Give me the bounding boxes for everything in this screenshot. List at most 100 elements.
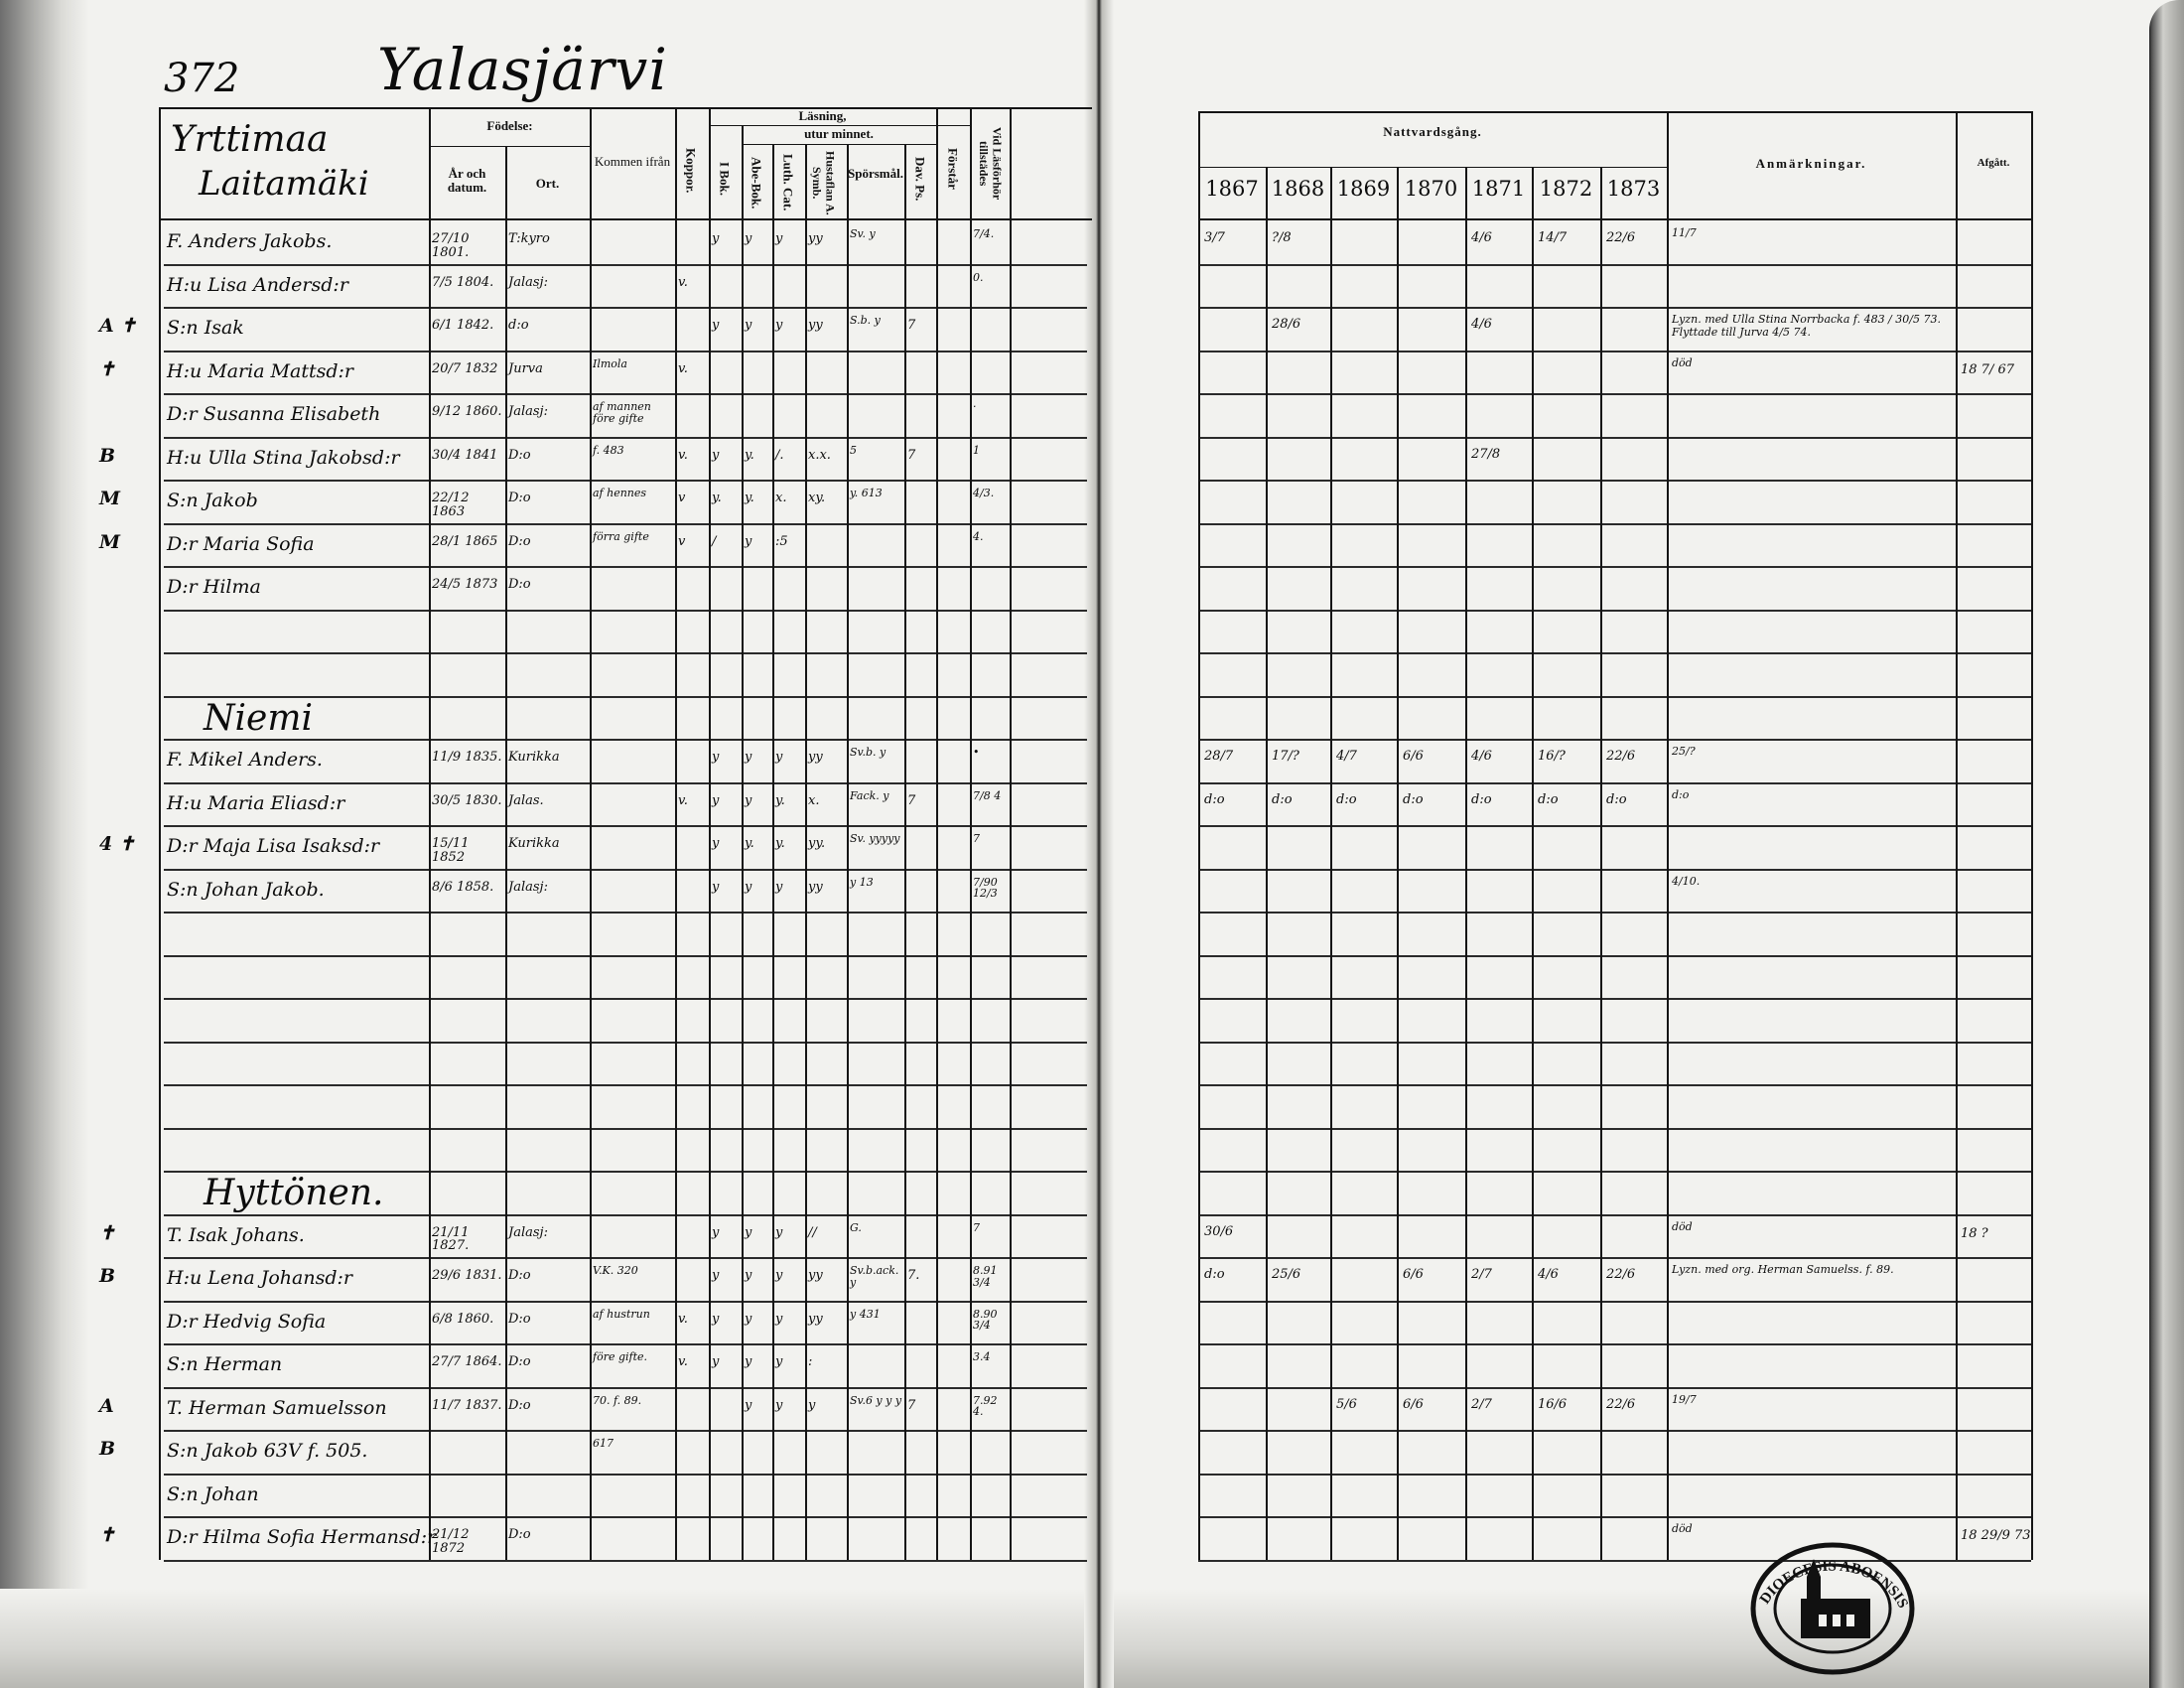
departed-cell: 18 ? (1961, 1225, 1988, 1241)
cell-birth: 11/9 1835. (432, 750, 502, 765)
cell-birth: 27/10 1801. (432, 231, 470, 260)
row-line (1198, 522, 2031, 525)
margin-mark: M (99, 530, 121, 553)
cell-lasf: · (973, 400, 977, 413)
cell-birth: 22/12 1863 (432, 491, 470, 519)
cell-hust: yy. (808, 836, 826, 851)
farm-title-1: Yrttimaa (171, 119, 329, 160)
cell-birth: 20/7 1832 (432, 360, 498, 376)
cell-lasf: 0. (973, 270, 984, 284)
cell-from: V.K. 320 (593, 1264, 638, 1277)
header-by-heart: utur minnet. (804, 126, 874, 141)
row-line (164, 652, 1087, 654)
remarks-cell: 11/7 (1672, 226, 1697, 239)
cell-hust: yy (808, 750, 823, 765)
diocese-seal-stamp: DIOECESIS ABOENSIS (1750, 1542, 1915, 1675)
margin-mark: ✝ (99, 1221, 115, 1244)
cell-hust: // (808, 1224, 817, 1240)
cell-lasf: 7/90 12/3 (973, 875, 998, 901)
margin-mark: 4 ✝ (99, 833, 135, 855)
communion-date: 16/6 (1538, 1396, 1568, 1412)
cell-from: 617 (593, 1437, 614, 1450)
cell-abe: y. (745, 836, 754, 851)
cell-birth: 28/1 1865 (432, 533, 498, 549)
cell-koppor: v (678, 533, 686, 549)
communion-date: 30/6 (1204, 1223, 1234, 1239)
section-title-niemi: Niemi (204, 697, 313, 739)
cell-abe: y (745, 879, 752, 895)
header-at-exam: Vid Läsförhör tillstädes (977, 126, 1005, 201)
row-line (1198, 1300, 2031, 1303)
column-line (904, 144, 906, 1560)
person-name: H:u Ulla Stina Jakobsd:r (167, 446, 400, 469)
row-line (1198, 1171, 2031, 1173)
margin-mark: A ✝ (99, 315, 137, 337)
communion-date: d:o (1538, 791, 1559, 807)
row-line (1198, 1473, 2031, 1476)
cell-place: D:o (508, 1354, 531, 1369)
column-line (742, 125, 744, 1560)
cell-from: af hennes (593, 487, 647, 499)
communion-date: d:o (1403, 791, 1424, 807)
person-name: S:n Jakob (167, 490, 258, 511)
row-line (164, 393, 1087, 395)
row-line (164, 954, 1087, 957)
row-line (1198, 350, 2031, 352)
cell-place: T:kyro (508, 231, 550, 246)
cell-ibok: y (712, 792, 720, 808)
row-line (164, 1171, 1087, 1173)
row-line (164, 1300, 1087, 1303)
cell-hust: yy (808, 231, 823, 246)
communion-date: 4/7 (1336, 749, 1357, 764)
column-line (1266, 167, 1268, 1560)
cell-lasf: 7/4. (973, 227, 995, 240)
person-name: H:u Lena Johansd:r (167, 1267, 352, 1289)
cell-birth: 15/11 1852 (432, 836, 470, 865)
cell-abe: y (745, 1311, 752, 1327)
column-line (1010, 107, 1012, 1560)
cell-dav: 7 (907, 447, 916, 463)
row-line (1198, 1386, 2031, 1389)
column-line (970, 107, 972, 1560)
row-line (1198, 695, 2031, 698)
cell-hust: : (808, 1354, 813, 1369)
header-year: 1871 (1471, 177, 1526, 201)
cell-luth: y (775, 750, 783, 765)
communion-date: d:o (1204, 791, 1225, 807)
remarks-cell: d:o (1672, 787, 1690, 801)
cell-place: Jalasj: (508, 274, 548, 290)
column-line (2031, 111, 2033, 1560)
cell-dav: 7 (907, 318, 916, 333)
column-line (1397, 167, 1399, 1560)
column-line (709, 107, 711, 1560)
cell-abe: y (745, 792, 752, 808)
row-line (164, 1257, 1087, 1259)
cell-ibok: y (712, 447, 720, 463)
cell-spors: 5 (850, 443, 857, 457)
cell-abe: y (745, 1354, 752, 1369)
row-line (164, 912, 1087, 914)
remarks-cell: Lyzn. med Ulla Stina Norrbacka f. 483 / … (1672, 313, 1941, 340)
person-name: S:n Isak (167, 317, 244, 339)
cell-ibok: y (712, 231, 720, 246)
cell-dav: 7 (907, 792, 916, 808)
header-year: 1868 (1271, 177, 1325, 201)
person-name: T. Herman Samuelsson (167, 1396, 387, 1419)
row-line (1198, 566, 2031, 568)
column-line (847, 144, 849, 1560)
cell-place: D:o (508, 1397, 531, 1413)
parish-village-title: Yalasjärvi (377, 36, 668, 103)
header-departed: Afgått. (1977, 157, 2010, 169)
column-line (429, 107, 431, 1560)
person-name: S:n Jakob 63V f. 505. (167, 1440, 368, 1462)
cell-lasf: 7 (973, 1220, 980, 1234)
row-line (164, 998, 1087, 1000)
column-line (159, 107, 161, 1560)
remarks-cell: 25/? (1672, 745, 1696, 758)
remarks-cell: död (1672, 1522, 1693, 1535)
row-line (164, 1386, 1087, 1389)
row-line (164, 1343, 1087, 1345)
column-line (1330, 167, 1332, 1560)
cell-abe: y. (745, 491, 754, 505)
cell-luth: y (775, 318, 783, 333)
